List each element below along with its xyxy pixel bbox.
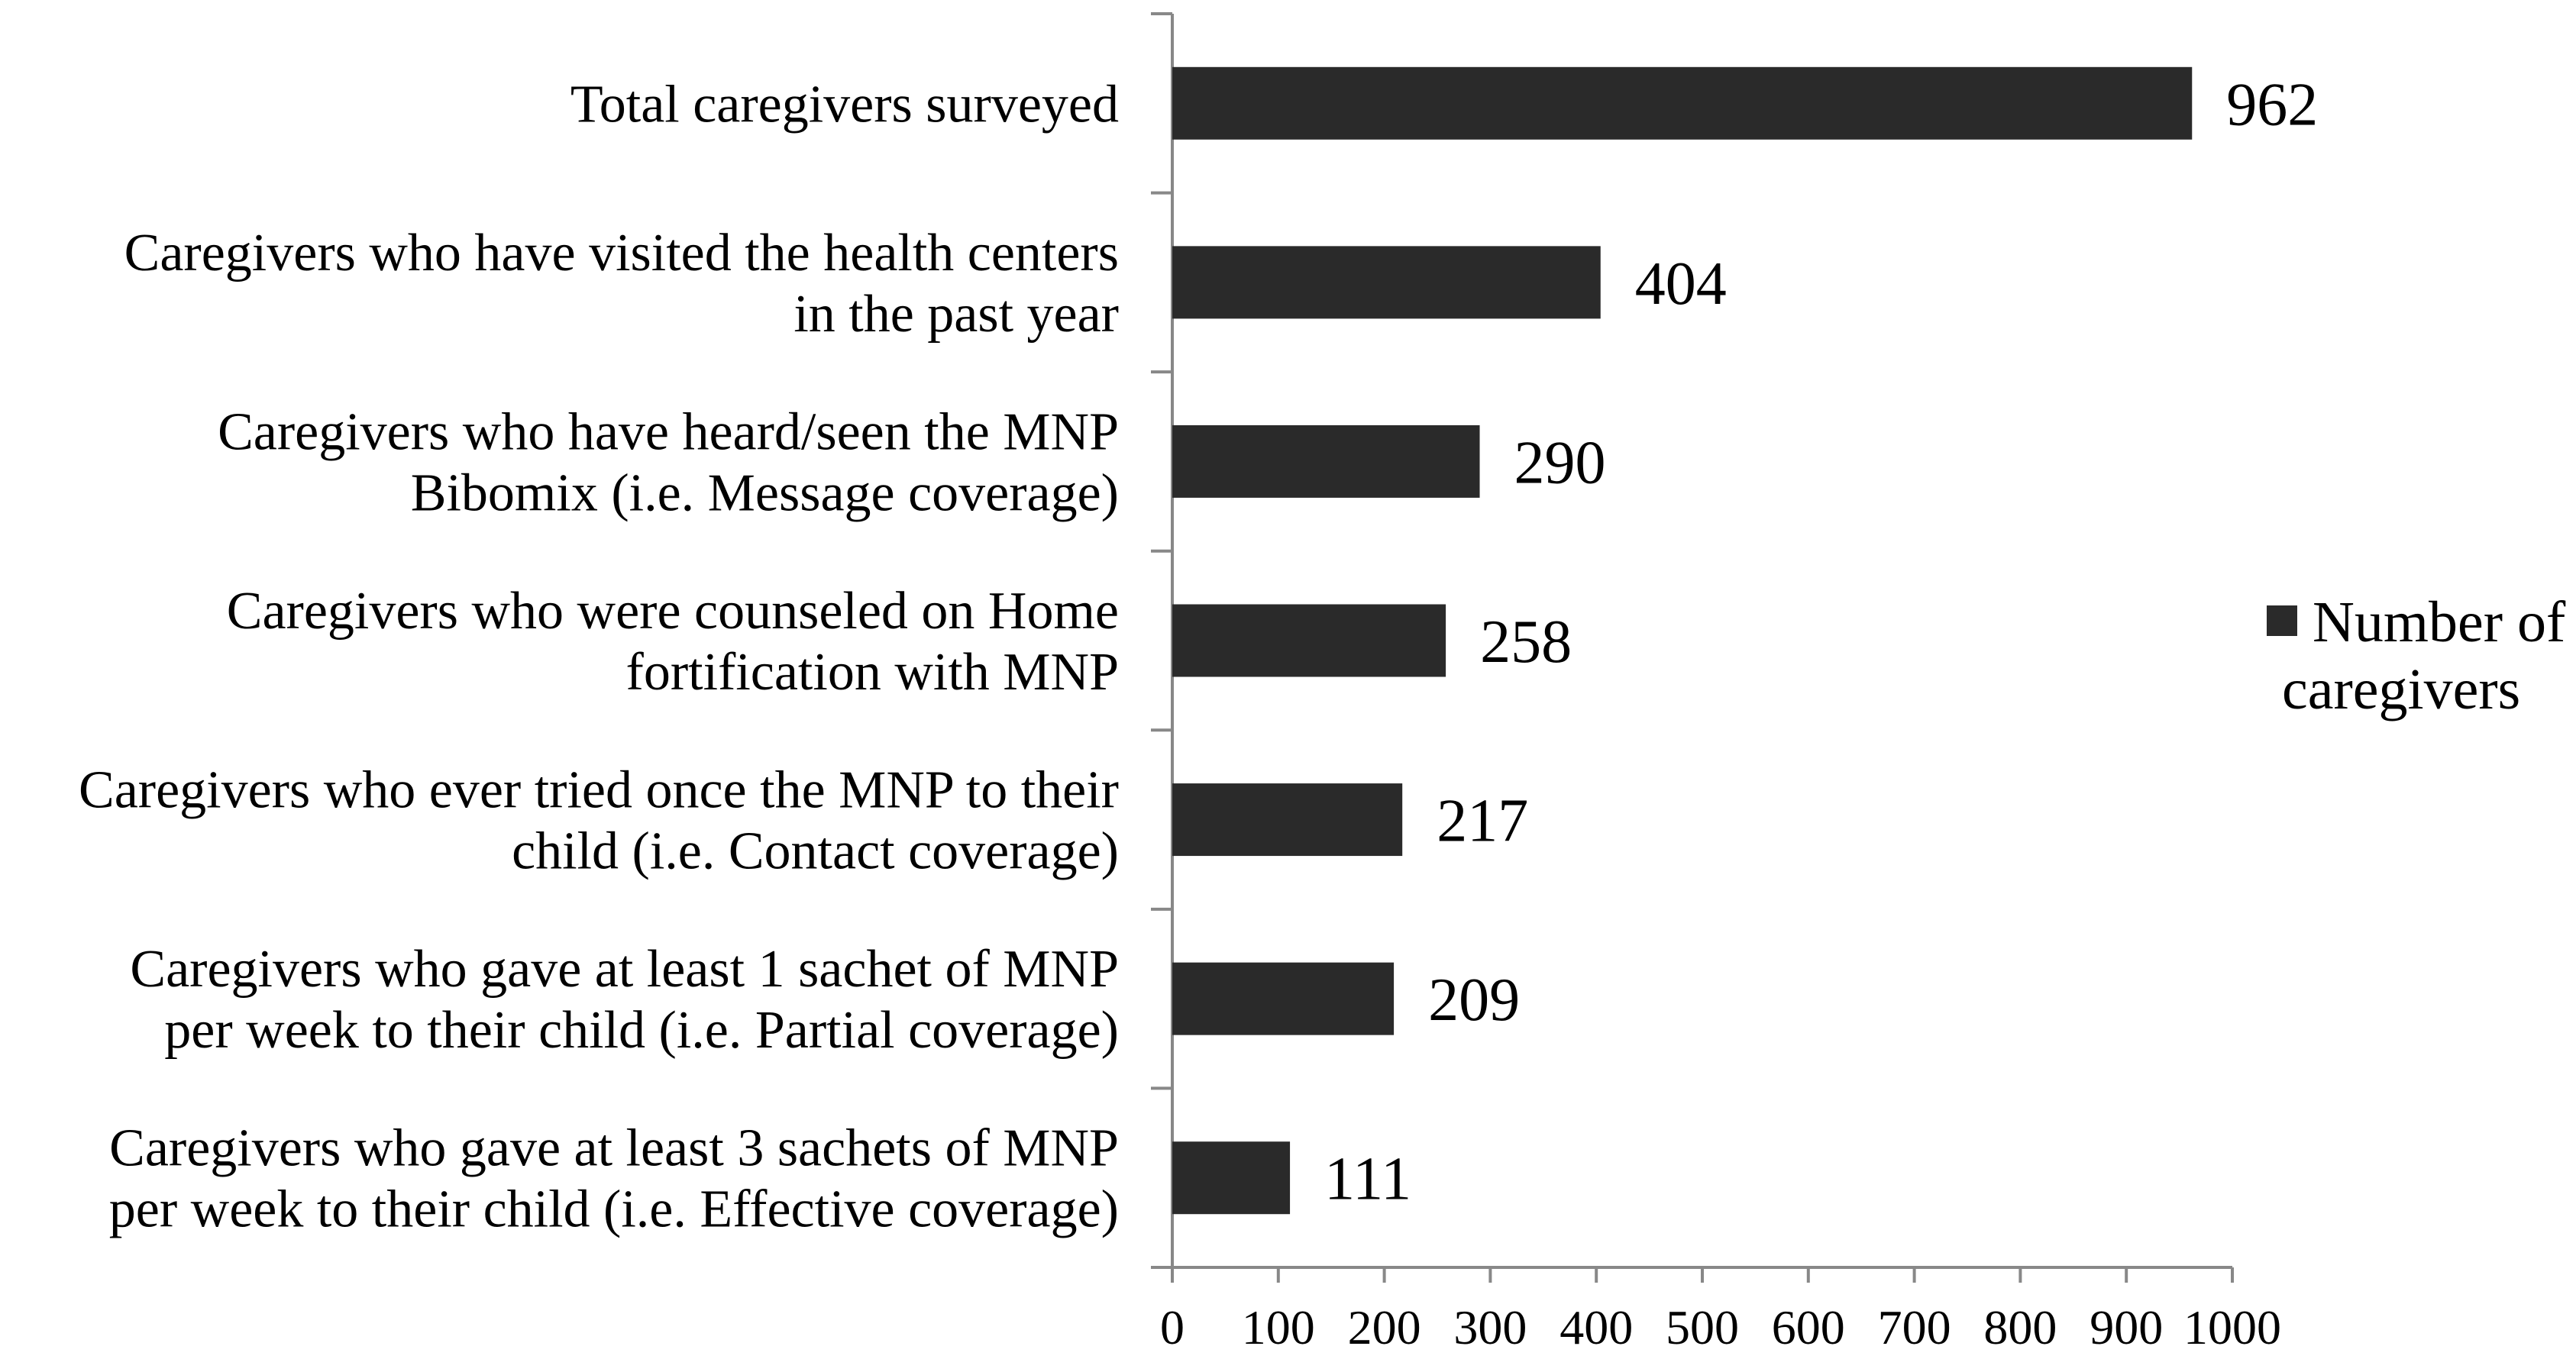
value-label: 962 bbox=[2226, 71, 2318, 138]
bars bbox=[1172, 66, 2193, 1215]
bar bbox=[1172, 962, 1395, 1035]
value-label: 209 bbox=[1428, 967, 1520, 1034]
category-label-line: fortification with MNP bbox=[626, 643, 1119, 702]
category-label-line: in the past year bbox=[793, 285, 1119, 344]
legend-swatch bbox=[2267, 605, 2297, 636]
value-label: 217 bbox=[1437, 788, 1528, 855]
category-label: Caregivers who have heard/seen the MNP Bi… bbox=[218, 402, 1119, 522]
x-tick-label: 600 bbox=[1772, 1300, 1845, 1354]
x-tick-label: 700 bbox=[1878, 1300, 1951, 1354]
x-tick-label: 0 bbox=[1160, 1300, 1185, 1354]
bar bbox=[1172, 783, 1403, 857]
category-label-line: Caregivers who were counseled on Home bbox=[227, 582, 1119, 641]
category-label-line: Bibomix (i.e. Message coverage) bbox=[411, 463, 1119, 522]
category-label: Caregivers who gave at least 1 sachet of… bbox=[130, 940, 1119, 1060]
x-tick-label: 200 bbox=[1348, 1300, 1421, 1354]
x-tick-label: 1000 bbox=[2183, 1300, 2281, 1354]
category-label: Total caregivers surveyed bbox=[570, 75, 1119, 134]
x-tick-label: 500 bbox=[1666, 1300, 1739, 1354]
x-tick-label: 400 bbox=[1559, 1300, 1633, 1354]
category-label-line: per week to their child (i.e. Effective … bbox=[109, 1180, 1119, 1239]
category-label-line: Total caregivers surveyed bbox=[570, 75, 1119, 134]
x-tick-label: 100 bbox=[1242, 1300, 1315, 1354]
category-label-line: Caregivers who gave at least 1 sachet of… bbox=[130, 940, 1119, 999]
value-label: 258 bbox=[1480, 609, 1572, 676]
x-axis-ticks: 0 100 200 300 400 500 600 700 800 900 1000 bbox=[1160, 1267, 2281, 1354]
value-labels: 962 404 290 258 217 209 111 bbox=[1324, 71, 2318, 1212]
value-label: 290 bbox=[1514, 429, 1606, 496]
category-label-line: Caregivers who gave at least 3 sachets o… bbox=[109, 1119, 1119, 1178]
category-label-line: Caregivers who have heard/seen the MNP bbox=[218, 402, 1119, 461]
legend-label-line: caregivers bbox=[2282, 657, 2520, 722]
category-labels: Total caregivers surveyed Caregivers who … bbox=[79, 75, 1119, 1238]
bar bbox=[1172, 66, 2193, 140]
category-label-line: Caregivers who ever tried once the MNP t… bbox=[79, 761, 1119, 820]
value-label: 404 bbox=[1635, 250, 1727, 318]
category-label: Caregivers who were counseled on Home for… bbox=[227, 582, 1119, 702]
value-label: 111 bbox=[1324, 1146, 1411, 1213]
category-label-line: child (i.e. Contact coverage) bbox=[512, 822, 1119, 881]
category-label: Caregivers who gave at least 3 sachets o… bbox=[109, 1119, 1119, 1239]
bar bbox=[1172, 246, 1601, 319]
x-tick-label: 800 bbox=[1983, 1300, 2057, 1354]
bar bbox=[1172, 604, 1446, 677]
bar bbox=[1172, 1141, 1291, 1215]
category-label: Caregivers who have visited the health c… bbox=[124, 224, 1119, 344]
category-label-line: per week to their child (i.e. Partial co… bbox=[164, 1001, 1119, 1060]
bar bbox=[1172, 425, 1480, 498]
legend-label-line: Number of bbox=[2313, 590, 2566, 654]
category-label-line: Caregivers who have visited the health c… bbox=[124, 224, 1119, 282]
legend: Number of caregivers bbox=[2267, 590, 2566, 722]
x-tick-label: 300 bbox=[1453, 1300, 1527, 1354]
x-tick-label: 900 bbox=[2090, 1300, 2163, 1354]
legend-label: Number of caregivers bbox=[2282, 590, 2566, 722]
category-label: Caregivers who ever tried once the MNP t… bbox=[79, 761, 1119, 881]
